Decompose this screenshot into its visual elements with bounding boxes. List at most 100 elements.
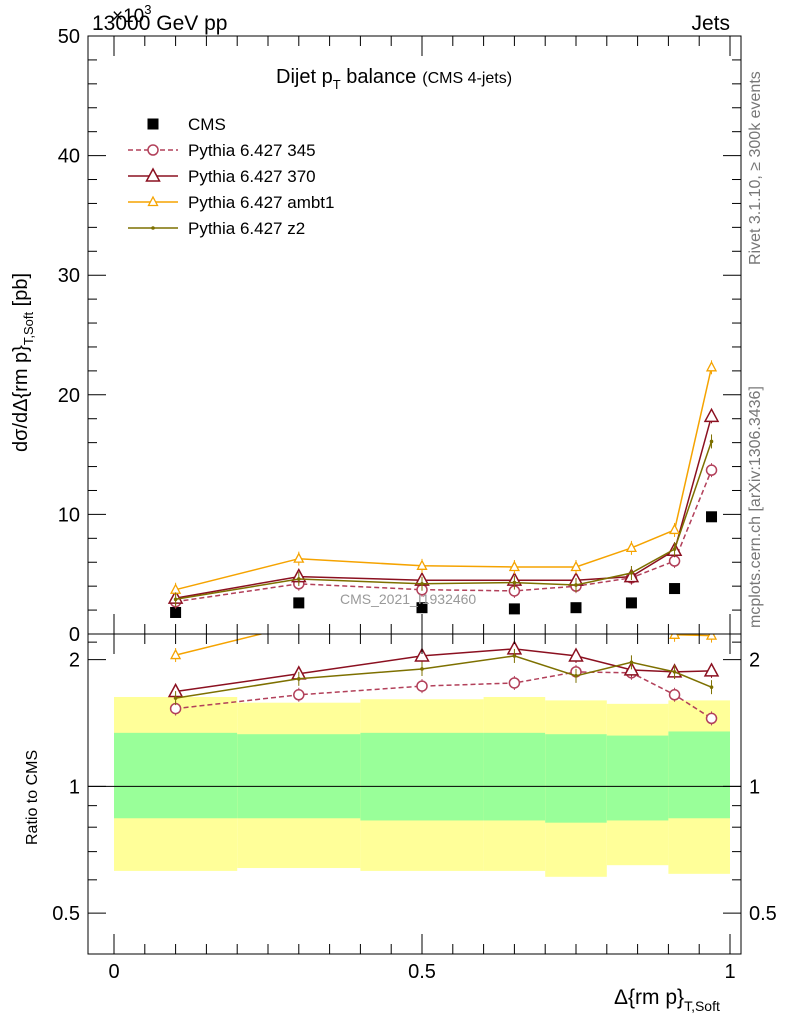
- ratio-inner-band: [668, 731, 730, 819]
- ratio-inner-band: [545, 734, 607, 823]
- data-point: [706, 511, 718, 523]
- series-line: [175, 655, 712, 699]
- series-pythia-6-427-ambt1: [170, 360, 718, 597]
- main-plot-panel: 0 10 20 30 40 50 ×103 Dijet pT balance (CMS 4-…: [10, 2, 742, 646]
- data-point: [629, 571, 634, 575]
- legend-marker: [145, 167, 161, 182]
- jets-label: Jets: [691, 12, 730, 35]
- legend-item: Pythia 6.427 345: [128, 141, 316, 160]
- series-line: [175, 671, 712, 720]
- series-pythia-6-427-z2: [173, 648, 714, 706]
- ratio-series-group: [167, 634, 720, 726]
- series-pythia-6-427-ambt1: [170, 634, 718, 663]
- data-point: [625, 597, 637, 609]
- data-point: [297, 677, 301, 681]
- ratio-plot-panel: 0.5 0.51 12 2 0 0.5 1 Ratio to CMS Δ{rm p}T,S…: [24, 633, 777, 1014]
- data-point: [570, 560, 582, 572]
- data-point: [703, 662, 720, 677]
- main-y-tick-label: 0: [69, 624, 80, 646]
- data-point: [420, 667, 424, 671]
- x-tick-label: 0: [108, 961, 119, 983]
- main-y-tick-label: 40: [58, 146, 80, 168]
- legend-item: Pythia 6.427 370: [128, 167, 316, 186]
- data-point: [668, 555, 681, 567]
- legend-marker: [147, 144, 159, 156]
- data-point: [173, 597, 178, 602]
- ratio-inner-band: [360, 732, 484, 821]
- plot-title: Dijet pT balance (CMS 4-jets): [276, 66, 512, 92]
- data-point: [170, 606, 182, 618]
- ratio-plot-frame: [87, 633, 742, 955]
- series-pythia-6-427-370: [167, 640, 720, 699]
- data-point: [173, 696, 178, 700]
- ratio-y-tick-label-right: 1: [749, 776, 760, 798]
- ratio-x-axis: 0 0.5 1: [108, 634, 736, 983]
- legend-marker: [147, 118, 159, 130]
- data-point: [414, 647, 430, 662]
- data-point: [420, 581, 424, 586]
- ratio-inner-band: [114, 732, 238, 819]
- data-point: [293, 597, 305, 609]
- x-tick-label: 0.5: [408, 961, 436, 983]
- ratio-inner-band: [606, 735, 669, 821]
- x-tick-label: 1: [724, 961, 735, 983]
- series-line: [175, 416, 713, 599]
- main-y-axis-label: dσ/dΔ{rm p}T,Soft [pb]: [10, 273, 36, 452]
- data-point: [669, 583, 681, 595]
- legend-label: Pythia 6.427 z2: [188, 219, 305, 238]
- series-line: [175, 441, 713, 601]
- series-line: [175, 367, 713, 591]
- main-plot-frame: [87, 35, 742, 635]
- main-y-tick-label: 20: [58, 385, 80, 407]
- mcplots-label: mcplots.cern.ch [arXiv:1306.3436]: [747, 386, 764, 628]
- series-line: [175, 469, 713, 603]
- data-point: [709, 439, 714, 444]
- data-point: [709, 685, 714, 689]
- analysis-watermark: CMS_2021_I1932460: [340, 591, 476, 607]
- data-point: [416, 559, 428, 570]
- data-point: [293, 689, 305, 701]
- data-point: [570, 602, 582, 614]
- data-point: [574, 674, 578, 678]
- legend-label: CMS: [188, 115, 226, 134]
- data-point: [416, 602, 428, 614]
- data-point: [297, 577, 301, 581]
- data-point: [668, 523, 681, 535]
- data-point: [705, 634, 718, 640]
- ratio-uncertainty-bands: [114, 696, 730, 877]
- main-y-axis: 0 10 20 30 40 50: [58, 26, 741, 646]
- ratio-inner-band: [237, 734, 361, 819]
- data-point: [512, 654, 517, 658]
- data-point: [416, 680, 428, 692]
- series-cms: [170, 511, 718, 618]
- legend-marker: [151, 226, 155, 230]
- legend-label: Pythia 6.427 345: [188, 141, 316, 160]
- data-point: [705, 712, 718, 725]
- ratio-y-tick-label-right: 0.5: [749, 903, 777, 925]
- legend-label: Pythia 6.427 370: [188, 167, 316, 186]
- data-point: [703, 407, 720, 423]
- ratio-y-axis: 0.5 0.5 1 1 2 2: [52, 641, 777, 925]
- data-point: [625, 541, 638, 553]
- data-point: [705, 464, 718, 476]
- ratio-y-tick-label: 2: [69, 650, 80, 672]
- data-point: [629, 660, 634, 665]
- legend-label: Pythia 6.427 ambt1: [188, 193, 334, 212]
- ratio-y-tick-label: 0.5: [52, 903, 80, 925]
- y-multiplier: ×103: [112, 2, 151, 27]
- main-series-group: [167, 360, 720, 618]
- data-point: [293, 552, 305, 563]
- legend: CMS Pythia 6.427 345 Pythia 6.427 370 Pythi…: [128, 115, 334, 238]
- data-point: [668, 689, 681, 701]
- main-y-tick-label: 50: [58, 26, 80, 48]
- legend-item: Pythia 6.427 ambt1: [128, 193, 334, 212]
- series-line: [175, 648, 712, 693]
- data-point: [672, 670, 677, 674]
- data-point: [705, 360, 718, 372]
- data-point: [508, 603, 520, 615]
- data-point: [568, 647, 584, 662]
- main-y-tick-label: 30: [58, 265, 80, 287]
- data-point: [508, 560, 520, 572]
- x-axis-label: Δ{rm p}T,Soft: [614, 986, 720, 1014]
